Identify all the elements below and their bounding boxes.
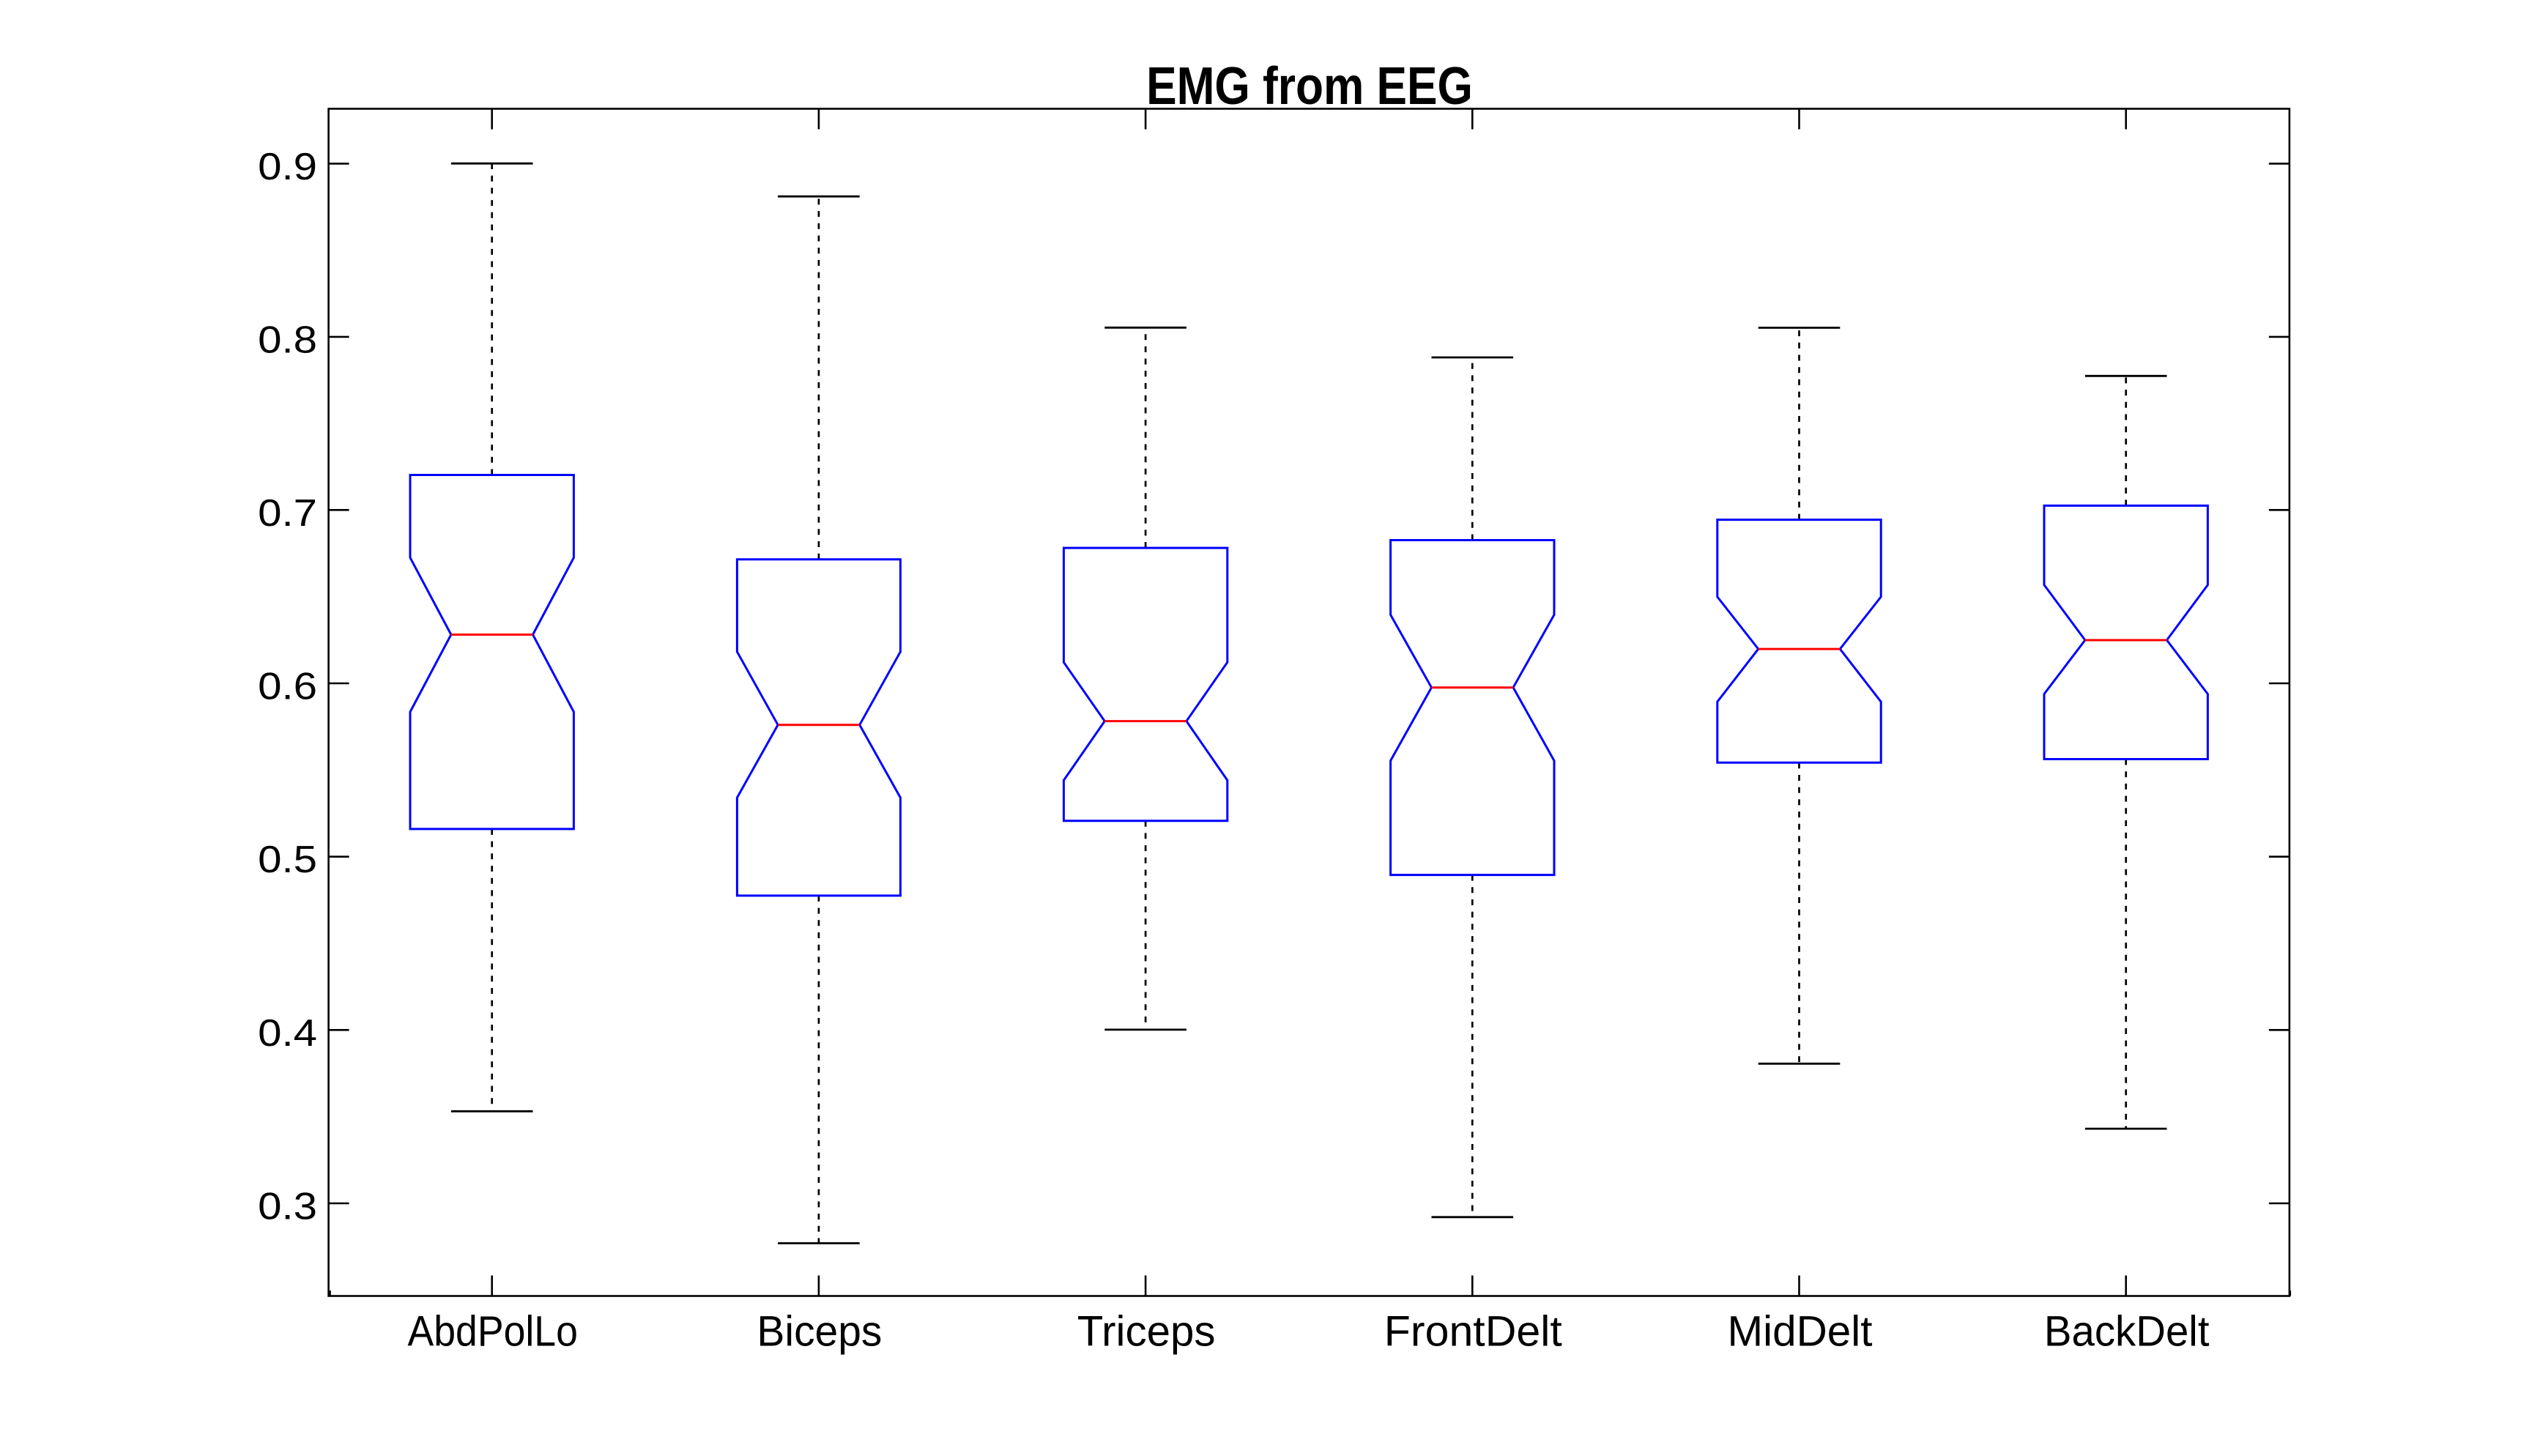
svg-text:0.3: 0.3 — [258, 1184, 317, 1227]
svg-text:0.6: 0.6 — [258, 664, 317, 707]
svg-text:0.4: 0.4 — [258, 1011, 317, 1054]
svg-text:FrontDelt: FrontDelt — [1384, 1308, 1562, 1355]
svg-text:0.8: 0.8 — [258, 318, 317, 360]
svg-text:EMG from EEG: EMG from EEG — [1146, 57, 1473, 116]
svg-text:0.9: 0.9 — [258, 145, 317, 187]
svg-text:0.7: 0.7 — [258, 491, 317, 534]
svg-text:Biceps: Biceps — [757, 1308, 882, 1356]
svg-text:MidDelt: MidDelt — [1728, 1308, 1873, 1356]
svg-text:BackDelt: BackDelt — [2044, 1308, 2210, 1356]
svg-text:Triceps: Triceps — [1077, 1308, 1216, 1356]
svg-text:AbdPolLo: AbdPolLo — [408, 1307, 578, 1355]
svg-text:0.5: 0.5 — [258, 838, 317, 880]
